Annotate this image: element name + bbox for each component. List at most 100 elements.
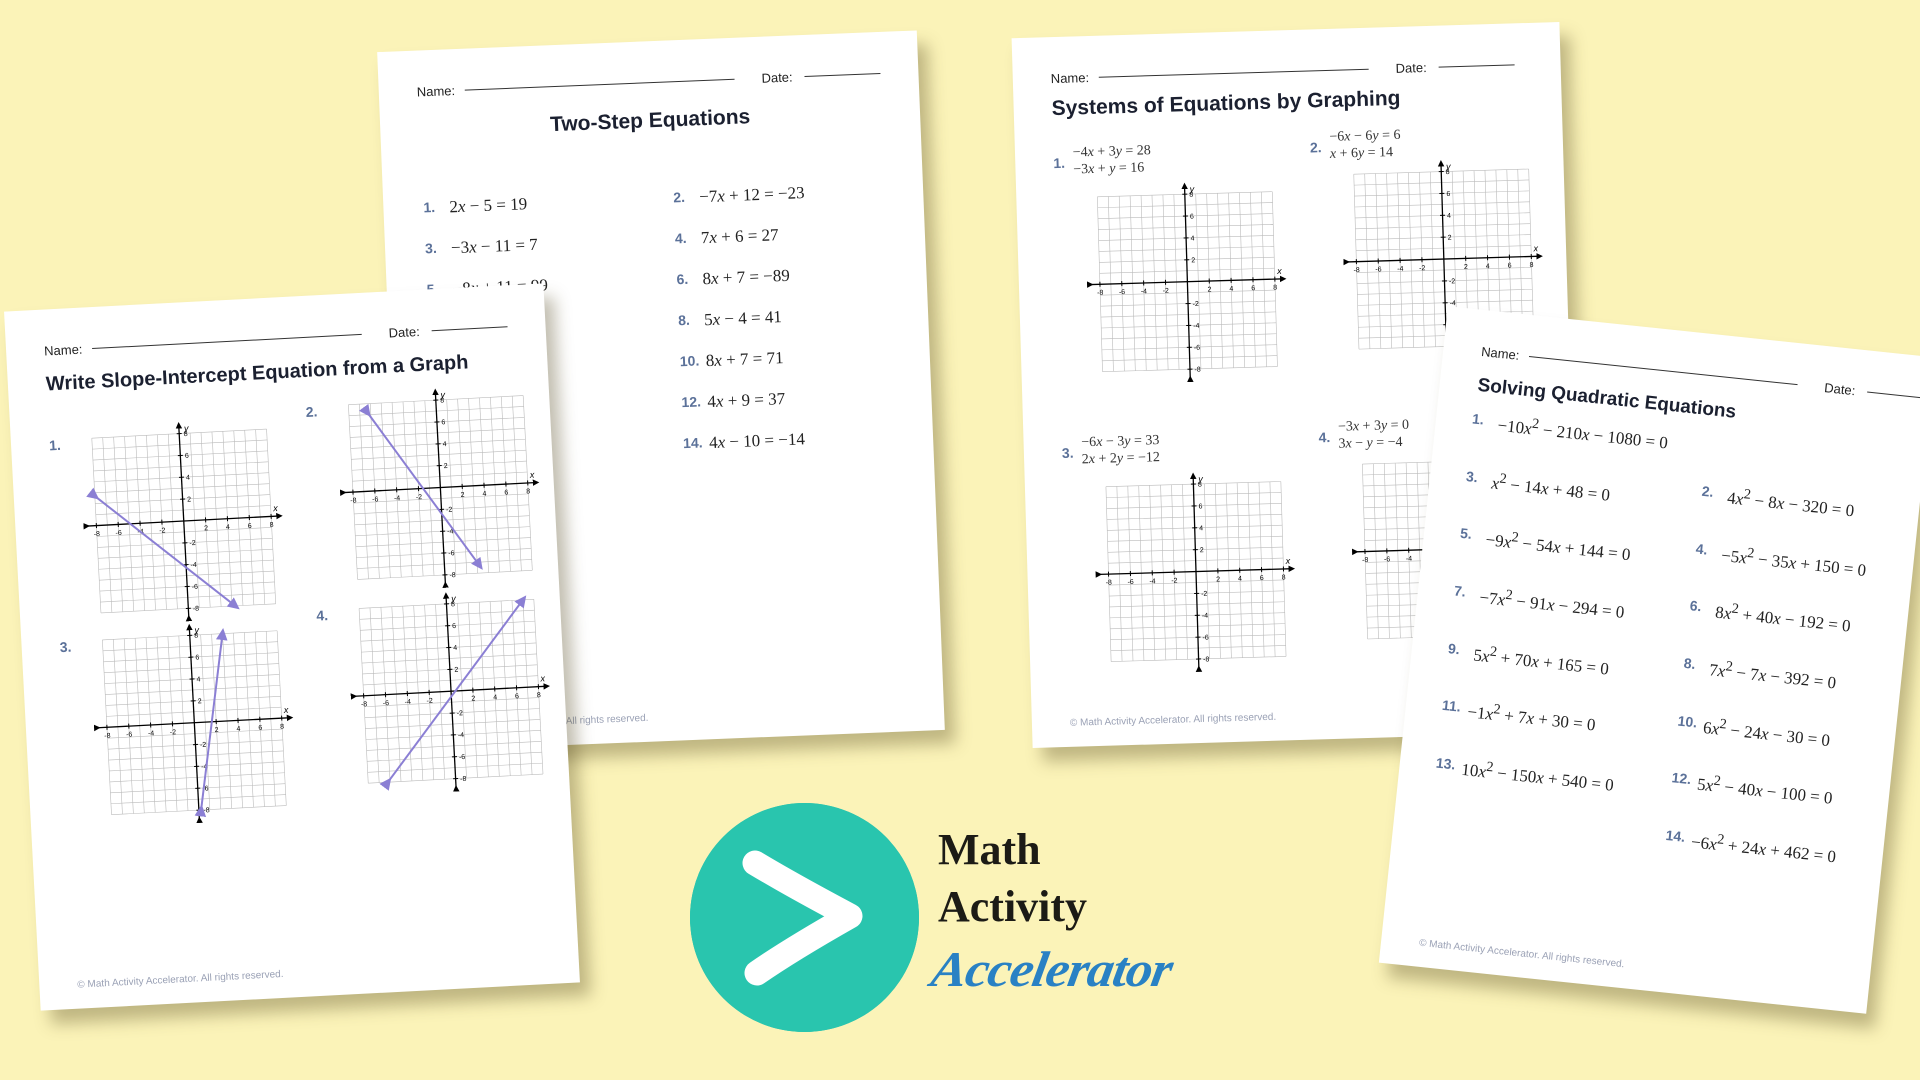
svg-text:2: 2 xyxy=(198,698,202,705)
svg-text:-8: -8 xyxy=(1362,557,1369,564)
svg-text:y: y xyxy=(439,390,446,400)
svg-text:-2: -2 xyxy=(426,698,433,705)
svg-text:-6: -6 xyxy=(126,731,133,738)
svg-text:6: 6 xyxy=(515,693,519,700)
svg-text:-2: -2 xyxy=(1192,301,1199,308)
svg-text:-2: -2 xyxy=(416,494,423,501)
svg-text:-6: -6 xyxy=(1127,579,1134,586)
svg-text:-2: -2 xyxy=(1163,288,1170,295)
svg-text:4: 4 xyxy=(196,676,200,683)
svg-text:2: 2 xyxy=(471,695,475,702)
svg-text:4: 4 xyxy=(1486,263,1490,270)
svg-text:-8: -8 xyxy=(104,733,111,740)
svg-text:-4: -4 xyxy=(1149,578,1156,585)
svg-text:-8: -8 xyxy=(361,701,368,708)
svg-text:2: 2 xyxy=(461,492,465,499)
svg-text:-4: -4 xyxy=(405,699,412,706)
svg-text:2: 2 xyxy=(1200,547,1204,554)
svg-text:8: 8 xyxy=(526,488,530,495)
svg-text:-2: -2 xyxy=(446,507,453,514)
svg-text:8: 8 xyxy=(1282,574,1286,581)
svg-text:-8: -8 xyxy=(203,807,210,814)
svg-text:-4: -4 xyxy=(1202,613,1209,620)
svg-text:-8: -8 xyxy=(350,497,357,504)
svg-text:-2: -2 xyxy=(1449,278,1456,285)
svg-text:-4: -4 xyxy=(1406,556,1413,563)
svg-text:4: 4 xyxy=(1229,286,1233,293)
svg-text:-8: -8 xyxy=(94,531,101,538)
svg-text:4: 4 xyxy=(482,491,486,498)
svg-text:-2: -2 xyxy=(1419,265,1426,272)
svg-text:-6: -6 xyxy=(372,496,379,503)
svg-text:-2: -2 xyxy=(170,729,177,736)
svg-text:2: 2 xyxy=(204,525,208,532)
svg-text:6: 6 xyxy=(248,523,252,530)
svg-text:2: 2 xyxy=(1207,286,1211,293)
svg-text:4: 4 xyxy=(453,645,457,652)
svg-text:-4: -4 xyxy=(148,730,155,737)
svg-text:x: x xyxy=(272,503,279,513)
svg-text:6: 6 xyxy=(452,623,456,630)
svg-text:-8: -8 xyxy=(1097,290,1104,297)
svg-text:-8: -8 xyxy=(1203,656,1210,663)
svg-text:y: y xyxy=(450,593,457,603)
svg-text:8: 8 xyxy=(1273,285,1277,292)
svg-text:8: 8 xyxy=(269,522,273,529)
svg-text:4: 4 xyxy=(1191,235,1195,242)
svg-text:-8: -8 xyxy=(1106,580,1113,587)
svg-text:-8: -8 xyxy=(460,776,467,783)
svg-text:-6: -6 xyxy=(1202,635,1209,642)
svg-text:-2: -2 xyxy=(1201,591,1208,598)
svg-text:4: 4 xyxy=(1199,525,1203,532)
svg-text:2: 2 xyxy=(215,727,219,734)
svg-text:2: 2 xyxy=(1464,264,1468,271)
svg-text:-6: -6 xyxy=(1375,266,1382,273)
svg-text:-6: -6 xyxy=(115,530,122,537)
svg-text:x: x xyxy=(1532,243,1538,253)
svg-text:4: 4 xyxy=(186,475,190,482)
svg-text:-6: -6 xyxy=(383,700,390,707)
svg-text:-8: -8 xyxy=(1194,367,1201,374)
svg-text:6: 6 xyxy=(258,725,262,732)
svg-text:-2: -2 xyxy=(1171,578,1178,585)
svg-text:-8: -8 xyxy=(449,572,456,579)
svg-text:2: 2 xyxy=(1191,257,1195,264)
svg-text:2: 2 xyxy=(444,463,448,470)
svg-text:4: 4 xyxy=(226,524,230,531)
svg-text:y: y xyxy=(1445,161,1451,171)
svg-text:6: 6 xyxy=(504,489,508,496)
svg-text:x: x xyxy=(539,673,546,683)
svg-text:6: 6 xyxy=(1190,214,1194,221)
svg-text:2: 2 xyxy=(1216,576,1220,583)
svg-text:8: 8 xyxy=(537,692,541,699)
svg-text:8: 8 xyxy=(280,724,284,731)
svg-text:2: 2 xyxy=(1448,235,1452,242)
svg-text:4: 4 xyxy=(236,726,240,733)
svg-text:-6: -6 xyxy=(192,584,199,591)
svg-text:6: 6 xyxy=(1198,503,1202,510)
svg-text:6: 6 xyxy=(185,453,189,460)
svg-text:2: 2 xyxy=(187,496,191,503)
svg-text:x: x xyxy=(529,470,536,480)
svg-text:y: y xyxy=(1188,184,1194,194)
svg-text:4: 4 xyxy=(1238,576,1242,583)
svg-text:6: 6 xyxy=(441,419,445,426)
svg-text:-4: -4 xyxy=(1141,288,1148,295)
svg-text:y: y xyxy=(1197,474,1203,484)
svg-text:6: 6 xyxy=(1446,191,1450,198)
svg-text:-8: -8 xyxy=(193,606,200,613)
svg-text:-8: -8 xyxy=(1353,267,1360,274)
svg-text:-2: -2 xyxy=(189,540,196,547)
svg-text:8: 8 xyxy=(1530,262,1534,269)
svg-text:6: 6 xyxy=(1251,285,1255,292)
svg-text:2: 2 xyxy=(454,667,458,674)
svg-text:6: 6 xyxy=(195,654,199,661)
svg-text:-6: -6 xyxy=(1119,289,1126,296)
svg-text:-4: -4 xyxy=(1397,266,1404,273)
svg-text:-2: -2 xyxy=(159,527,166,534)
svg-text:6: 6 xyxy=(1508,263,1512,270)
svg-text:x: x xyxy=(1285,556,1291,566)
svg-text:-4: -4 xyxy=(458,732,465,739)
svg-text:-4: -4 xyxy=(394,495,401,502)
svg-text:-6: -6 xyxy=(1384,556,1391,563)
